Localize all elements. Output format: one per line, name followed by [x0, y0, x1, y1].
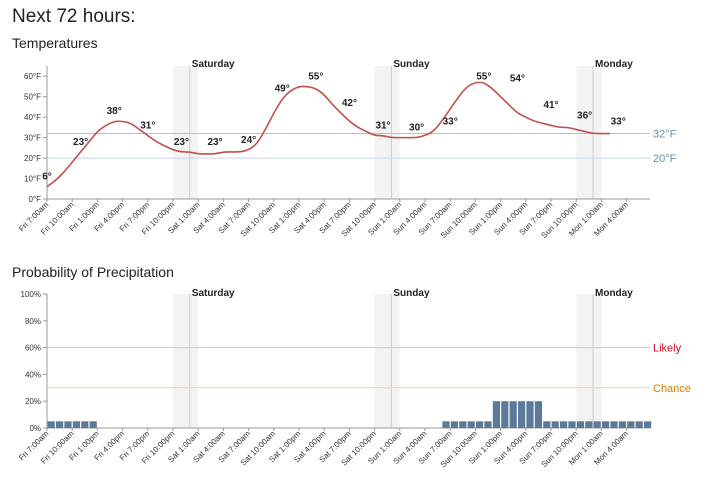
precip-y-tick-label: 40% [25, 370, 41, 379]
temperature-point-label: 23° [73, 137, 88, 148]
precip-night-band [576, 294, 602, 428]
precip-day-label: Sunday [393, 288, 430, 299]
precipitation-bar [81, 421, 89, 428]
precipitation-bar [467, 421, 475, 428]
precipitation-bar [568, 421, 576, 428]
precip-night-band [173, 294, 199, 428]
precip-y-tick-label: 20% [25, 397, 41, 406]
temperature-point-label: 55° [308, 71, 323, 82]
temp-day-label: Saturday [192, 59, 235, 70]
temp-reference-label: 32°F [653, 129, 677, 141]
precipitation-bar [450, 421, 458, 428]
temperature-point-label: 23° [207, 137, 222, 148]
precipitation-bar [501, 401, 509, 428]
page-heading: Next 72 hours: [12, 6, 136, 27]
precip-reference-label: Chance [653, 383, 691, 395]
temperature-point-label: 33° [443, 116, 458, 127]
precipitation-bar [543, 421, 551, 428]
temperature-point-label: 38° [107, 106, 122, 117]
temp-y-tick-label: 10°F [24, 175, 41, 184]
temperature-point-label: 55° [476, 71, 491, 82]
temp-y-tick-label: 30°F [24, 134, 41, 143]
precipitation-bar [618, 421, 626, 428]
temperature-point-label: 30° [409, 123, 424, 134]
precipitation-bar [64, 421, 72, 428]
temp-night-band [173, 66, 199, 199]
temp-reference-label: 20°F [653, 153, 677, 165]
precip-day-label: Saturday [192, 288, 235, 299]
temperature-point-label: 49° [275, 84, 290, 95]
temp-day-label: Sunday [393, 59, 430, 70]
temp-y-tick-label: 0°F [28, 195, 41, 204]
precipitation-bar [484, 421, 492, 428]
temperature-point-label: 24° [241, 135, 256, 146]
precipitation-bar [526, 401, 534, 428]
temperature-point-label: 31° [375, 121, 390, 132]
precipitation-bar [551, 421, 559, 428]
precip-y-tick-label: 100% [21, 290, 41, 299]
temp-night-band [374, 66, 400, 199]
precip-y-tick-label: 60% [25, 344, 41, 353]
temp-y-tick-label: 50°F [24, 93, 41, 102]
temperature-point-label: 31° [140, 121, 155, 132]
precipitation-bar [602, 421, 610, 428]
temperature-chart-title: Temperatures [12, 35, 98, 51]
precipitation-bar [518, 401, 526, 428]
temp-y-tick-label: 40°F [24, 113, 41, 122]
precipitation-bar [576, 421, 584, 428]
precipitation-bar [72, 421, 80, 428]
precipitation-bar [442, 421, 450, 428]
temperature-point-label: 42° [342, 98, 357, 109]
precipitation-bar [47, 421, 55, 428]
precip-day-label: Monday [595, 288, 633, 299]
precipitation-bar [89, 421, 97, 428]
precipitation-bar [610, 421, 618, 428]
precipitation-bar [585, 421, 593, 428]
precip-y-tick-label: 0% [29, 424, 41, 433]
temperature-point-label: 6° [42, 172, 52, 183]
precipitation-bar [56, 421, 64, 428]
temperature-point-label: 36° [577, 110, 592, 121]
temp-y-tick-label: 60°F [24, 72, 41, 81]
precipitation-bar [593, 421, 601, 428]
precipitation-bar [509, 401, 517, 428]
temperature-point-label: 23° [174, 137, 189, 148]
temperature-point-label: 41° [543, 100, 558, 111]
precipitation-bar [476, 421, 484, 428]
precip-reference-label: Likely [653, 343, 682, 355]
precipitation-bar [627, 421, 635, 428]
temperature-point-label: 54° [510, 74, 525, 85]
precipitation-bar [644, 421, 652, 428]
precipitation-chart-title: Probability of Precipitation [12, 264, 174, 280]
temp-y-tick-label: 20°F [24, 154, 41, 163]
precipitation-bar [492, 401, 500, 428]
precip-night-band [374, 294, 400, 428]
precipitation-bar [534, 401, 542, 428]
temperature-line [46, 81, 610, 188]
precipitation-bar [635, 421, 643, 428]
temperature-point-label: 33° [611, 116, 626, 127]
precipitation-bar [560, 421, 568, 428]
precipitation-bar [459, 421, 467, 428]
precip-y-tick-label: 80% [25, 317, 41, 326]
temp-day-label: Monday [595, 59, 633, 70]
